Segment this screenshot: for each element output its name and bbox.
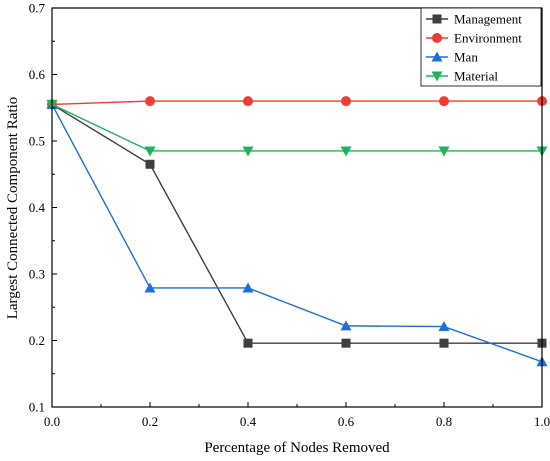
data-point-environment	[243, 96, 253, 107]
legend-marker-man	[431, 51, 443, 62]
data-point-management	[439, 338, 449, 348]
y-tick-label: 0.6	[29, 67, 46, 82]
y-tick-label: 0.4	[29, 200, 46, 215]
x-tick-label: 0.6	[338, 414, 355, 429]
y-tick-label: 0.2	[29, 333, 45, 348]
legend-label-environment: Environment	[454, 31, 522, 46]
data-point-man	[242, 282, 254, 293]
series-line-material	[51, 103, 542, 152]
x-tick-label: 0.4	[240, 414, 257, 429]
series-line-management	[51, 103, 542, 344]
y-axis-label: Largest Connected Component Ratio	[5, 97, 21, 320]
legend-marker-material	[431, 71, 443, 82]
series-layer	[46, 96, 548, 367]
y-tick-label: 0.3	[29, 267, 45, 282]
x-tick-label: 0.2	[142, 414, 158, 429]
data-point-management	[145, 159, 155, 169]
series-line-environment	[51, 100, 542, 106]
x-tick-label: 0.0	[44, 414, 60, 429]
y-tick-label: 0.1	[29, 400, 45, 415]
data-point-material	[144, 146, 156, 157]
data-point-man	[340, 320, 352, 331]
data-point-material	[340, 146, 352, 157]
data-point-environment	[341, 96, 351, 107]
series-line-man	[51, 104, 543, 363]
legend-label-material: Material	[454, 69, 498, 84]
data-point-management	[341, 338, 351, 348]
x-tick-label: 1.0	[534, 414, 550, 429]
data-point-environment	[439, 96, 449, 107]
legend-label-management: Management	[454, 12, 522, 27]
data-point-man	[144, 282, 156, 293]
data-point-material	[438, 146, 450, 157]
legend-label-man: Man	[454, 50, 478, 65]
y-tick-label: 0.7	[29, 1, 46, 16]
legend: Management Environment Man Material	[420, 7, 542, 87]
y-tick-label: 0.5	[29, 134, 45, 149]
axis-layer: 0.0 0.2 0.4 0.6 0.8 1.0 0.1 0.2 0.3 0.4 0.5 0.6 0.7	[29, 1, 550, 430]
data-point-material	[242, 146, 254, 157]
x-axis-label: Percentage of Nodes Removed	[204, 440, 390, 456]
legend-marker-management	[432, 14, 442, 24]
data-point-environment	[145, 96, 155, 107]
x-tick-label: 0.8	[436, 414, 452, 429]
data-point-management	[243, 338, 253, 348]
data-point-man	[438, 321, 450, 332]
legend-marker-environment	[432, 33, 442, 43]
